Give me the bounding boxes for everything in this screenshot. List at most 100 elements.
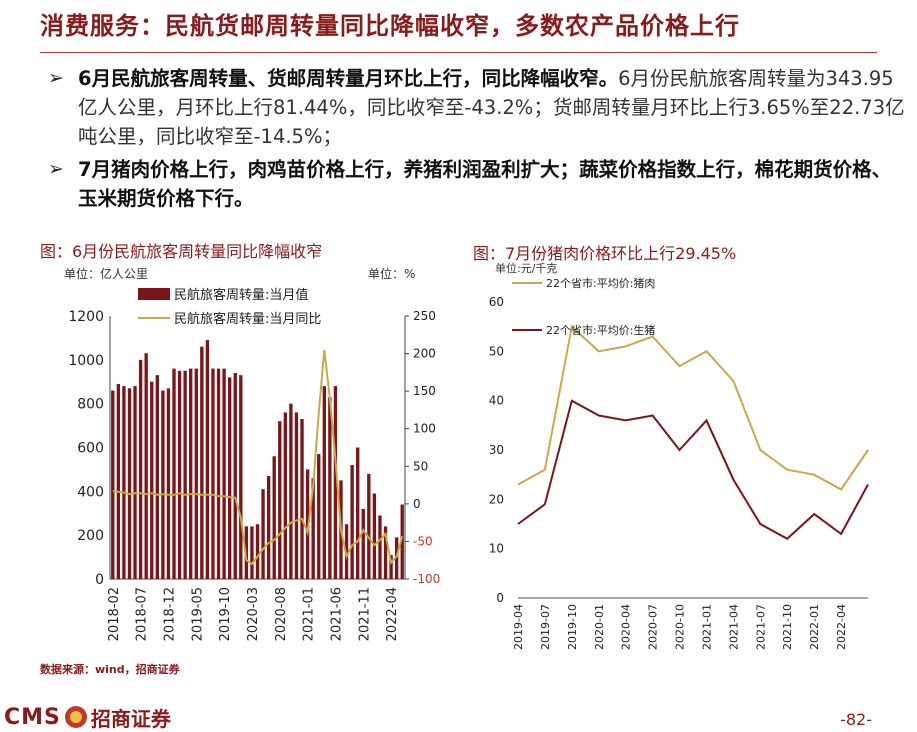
chart2-xtick: 2020-04 — [620, 604, 633, 650]
chart2-unit: 单位:元/千克 — [495, 262, 558, 275]
chart1-ytick-left: 200 — [77, 528, 104, 544]
chart1-bar — [283, 412, 287, 579]
brand-cn: 招商证券 — [90, 706, 171, 731]
chart1-bar — [222, 368, 226, 579]
chart1-ytick-left: 400 — [77, 484, 104, 500]
chart1-bar — [261, 489, 265, 579]
brand-logo: CMS 招商证券 — [4, 703, 171, 731]
chart1-bar — [172, 368, 176, 579]
chart1-bar — [350, 465, 354, 579]
chart1-xtick: 2021-11 — [357, 587, 372, 641]
chart2-xtick: 2019-10 — [566, 604, 579, 650]
chart2-xtick: 2020-01 — [593, 604, 606, 650]
chart1-bar — [372, 493, 377, 579]
chart1-bar — [255, 524, 260, 579]
chart1-bar — [233, 372, 237, 579]
bullet-item: ➢ 6月民航旅客周转量、货邮周转量月环比上行，同比降幅收窄。6月份民航旅客周转量… — [48, 64, 908, 151]
chart1-bar — [216, 368, 221, 579]
bullet-text: 6月份民航旅客周转量为343.95亿人公里，月环比上行81.44%，同比收窄至-… — [78, 67, 905, 148]
chart2-legend-pork-label: 22个省市:平均价:猪肉 — [546, 276, 655, 290]
chart2-ytick: 50 — [489, 344, 504, 358]
chart1-bar — [378, 515, 382, 579]
chart1-bar — [155, 375, 159, 579]
chart1-bar — [356, 447, 360, 579]
chart2-svg: 0 10 20 30 40 50 60 2019-04 2019-07 2019-10 2020-0… — [489, 276, 869, 650]
chart1-xtick: 2019-10 — [218, 587, 233, 641]
chart1-ytick-left: 1200 — [68, 309, 104, 325]
chart1-ytick-left: 1000 — [68, 353, 104, 369]
chart2-xtick: 2021-01 — [700, 604, 713, 650]
chart1-ytick-right: 50 — [413, 459, 428, 473]
chart2-xtick: 2020-10 — [674, 604, 687, 650]
chart1-bar — [328, 397, 332, 579]
source-note: 数据来源：wind，招商证券 — [40, 663, 180, 676]
chart1-svg: 0 200 400 600 800 1000 1200 -100 -50 0 50 100 150 200… — [68, 287, 440, 641]
chart1-ytick-right: 150 — [413, 384, 436, 398]
chart2-xtick: 2021-10 — [781, 604, 794, 650]
chart1-title: 图：6月份民航旅客周转量同比降幅收窄 — [40, 242, 323, 261]
chart1-bar — [133, 386, 137, 579]
chart1-bar — [333, 386, 338, 579]
chart1-ytick-left: 600 — [77, 441, 104, 457]
chart1-ytick-left: 0 — [95, 572, 104, 588]
chart2-ytick: 20 — [489, 492, 504, 506]
chart1-bar — [367, 473, 371, 579]
chart1-bar — [177, 370, 182, 579]
chart1-bar — [239, 375, 243, 579]
chart2-xtick: 2019-04 — [512, 604, 525, 650]
chart1-bar — [311, 478, 315, 579]
chart1-bar — [361, 508, 365, 579]
arrow-icon: ➢ — [48, 67, 64, 89]
chart1-unit-left: 单位：亿人公里 — [64, 267, 149, 281]
chart2-ytick: 40 — [489, 394, 504, 408]
chart1-bar — [161, 390, 165, 579]
chart1-xtick: 2020-03 — [246, 587, 261, 641]
chart1-bar — [300, 419, 304, 579]
chart2-xtick: 2020-07 — [647, 604, 660, 650]
chart1-xtick: 2018-07 — [135, 587, 150, 641]
chart1-xtick: 2019-05 — [190, 587, 205, 641]
bullet-item: ➢ 7月猪肉价格上行，肉鸡苗价格上行，养猪利润盈利扩大；蔬菜价格指数上行，棉花期… — [48, 155, 908, 213]
logo-icon — [64, 706, 87, 728]
brand-text: CMS — [4, 704, 61, 730]
chart1-ytick-right: 0 — [413, 497, 421, 511]
chart1-legend-line-label: 民航旅客周转量:当月同比 — [174, 311, 321, 327]
chart1-bar — [272, 456, 276, 579]
chart2-xtick: 2019-07 — [539, 604, 552, 650]
chart2-title: 图：7月份猪肉价格环比上行29.45% — [473, 244, 737, 263]
chart1-bar — [228, 377, 232, 579]
chart1-bar — [294, 412, 299, 579]
chart1-bar — [116, 383, 121, 579]
bullet-list: ➢ 6月民航旅客周转量、货邮周转量月环比上行，同比降幅收窄。6月份民航旅客周转量… — [48, 64, 908, 217]
chart1-bar — [400, 504, 404, 579]
chart1-xtick: 2022-04 — [385, 587, 400, 641]
chart2-ytick: 0 — [496, 591, 504, 605]
chart1-ytick-right: 200 — [413, 347, 436, 361]
chart1-ytick-right: -50 — [413, 534, 433, 548]
chart1-xtick: 2020-08 — [274, 587, 289, 641]
chart1-bar — [189, 368, 193, 579]
chart2-line-hog — [517, 399, 869, 541]
chart1-bar — [383, 526, 388, 579]
chart1-bar — [394, 537, 399, 579]
chart1-bar — [250, 526, 254, 579]
chart1-bar — [150, 381, 154, 579]
chart1-xtick: 2021-01 — [302, 587, 317, 641]
chart1-ytick-right: 250 — [413, 309, 436, 323]
chart1-bar — [166, 388, 171, 579]
chart1-xtick: 2018-12 — [162, 587, 177, 641]
chart1-bar — [144, 353, 148, 579]
page-number: -82- — [840, 710, 872, 729]
chart2-xtick: 2021-07 — [754, 604, 767, 650]
chart2-ytick: 60 — [489, 295, 504, 309]
chart1-line-series — [112, 349, 404, 566]
chart1-bar — [122, 386, 126, 579]
chart1-bar — [266, 475, 271, 579]
chart2-xtick: 2021-04 — [727, 604, 740, 650]
chart2-xtick: 2022-01 — [808, 604, 821, 650]
chart1-bar — [322, 386, 326, 579]
chart1-bar — [111, 390, 115, 579]
chart1-bar — [194, 368, 198, 579]
chart1-bar — [200, 346, 204, 579]
chart1-bar — [205, 340, 210, 579]
